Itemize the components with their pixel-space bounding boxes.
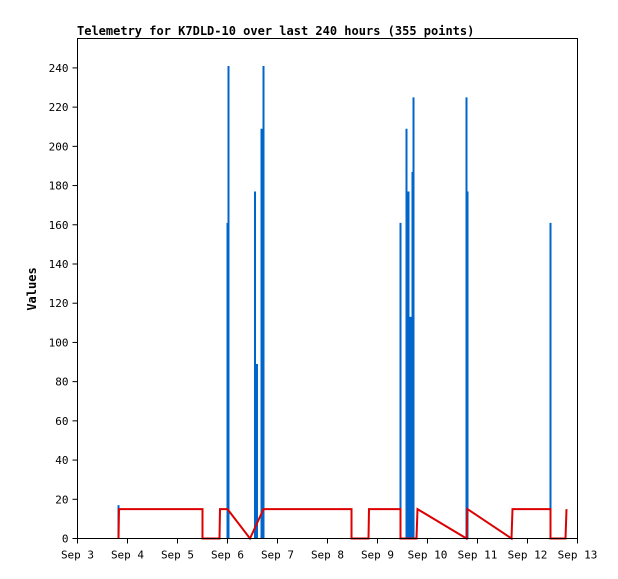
x-tick-label: Sep 12: [508, 549, 548, 562]
plot-area: [117, 65, 568, 541]
y-tick-label: 60: [55, 415, 68, 428]
y-tick-label: 80: [55, 376, 68, 389]
x-tick-label: Sep 8: [311, 549, 344, 562]
y-tick-label: 180: [49, 180, 69, 193]
x-tick-label: Sep 11: [458, 549, 498, 562]
x-axis: Sep 3 Sep 4 Sep 5 Sep 6 Sep 7 Sep 8 Sep 9 Sep 1…: [61, 538, 598, 562]
chart-title: Telemetry for K7DLD-10 over last 240 hou…: [77, 24, 474, 38]
x-tick-label: Sep 7: [261, 549, 294, 562]
x-tick-label: Sep 13: [558, 549, 598, 562]
y-tick-label: 40: [55, 454, 68, 467]
series-line: [117, 507, 568, 541]
x-tick-label: Sep 4: [111, 549, 144, 562]
x-tick-label: Sep 5: [161, 549, 194, 562]
y-tick-label: 140: [49, 258, 69, 271]
y-tick-label: 100: [49, 336, 69, 349]
x-tick-label: Sep 3: [61, 549, 94, 562]
y-tick-label: 160: [49, 219, 69, 232]
plot-frame: [77, 38, 578, 539]
x-tick-label: Sep 9: [361, 549, 394, 562]
y-tick-label: 20: [55, 493, 68, 506]
y-tick-label: 120: [49, 297, 69, 310]
y-axis: 0 20 40 60 80 100 120 140 160 180 200 220 240: [49, 62, 78, 546]
y-axis-label: Values: [25, 267, 39, 310]
y-tick-label: 220: [49, 101, 69, 114]
y-tick-label: 0: [62, 533, 69, 546]
y-tick-label: 240: [49, 62, 69, 75]
y-tick-label: 200: [49, 140, 69, 153]
x-tick-label: Sep 10: [408, 549, 448, 562]
x-tick-label: Sep 6: [211, 549, 244, 562]
